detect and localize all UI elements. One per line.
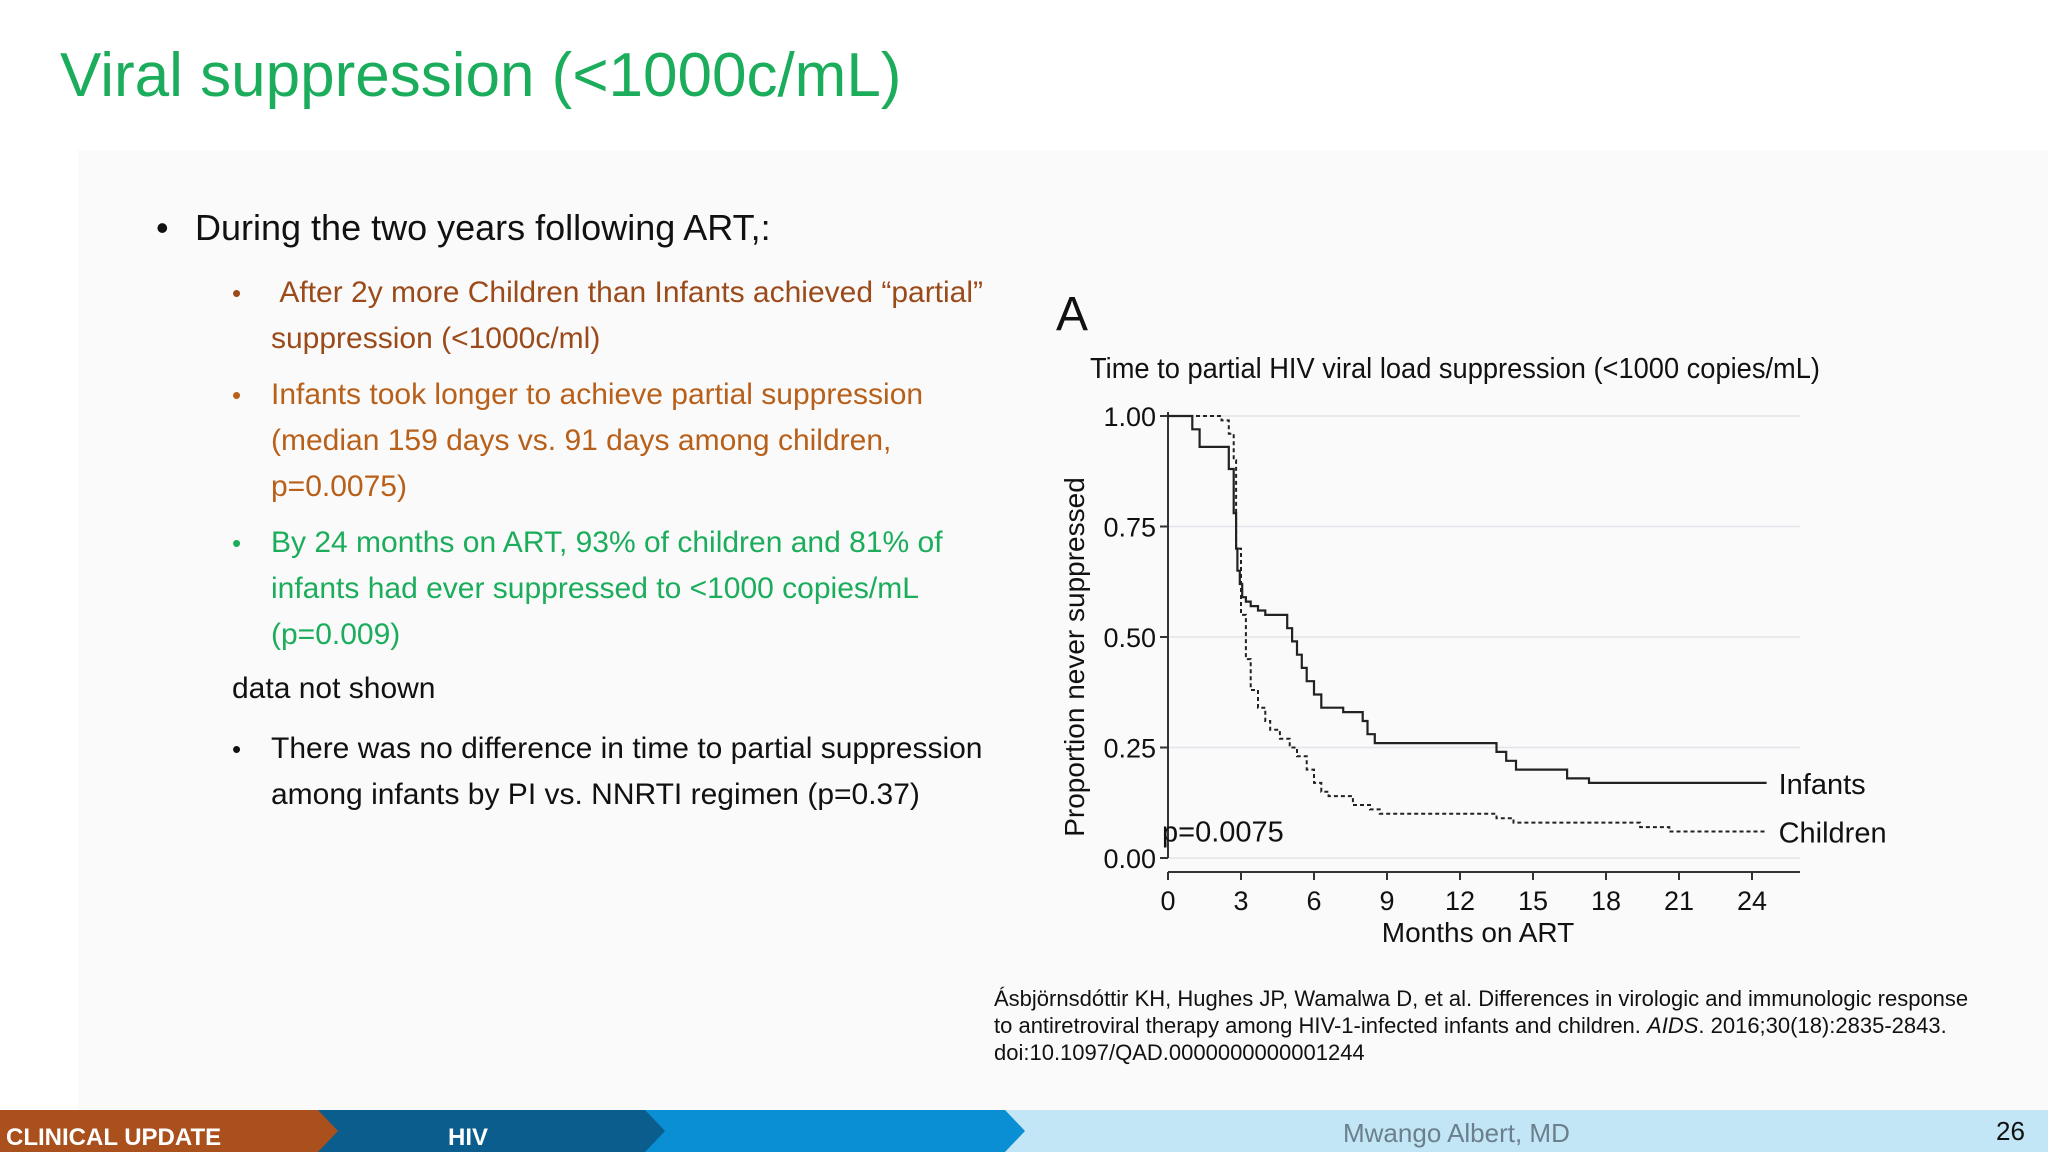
y-tick-label: 0.75	[1103, 513, 1156, 543]
sub-bullet-text: By 24 months on ART, 93% of children and…	[271, 526, 943, 651]
footer-segment-3	[640, 1110, 1025, 1152]
sub-bullet-text: There was no difference in time to parti…	[271, 732, 983, 811]
x-tick-label: 21	[1664, 886, 1694, 916]
citation: Ásbjörnsdóttir KH, Hughes JP, Wamalwa D,…	[994, 985, 1974, 1066]
citation-journal: AIDS	[1647, 1013, 1699, 1038]
x-tick-label: 6	[1306, 886, 1321, 916]
x-tick-label: 0	[1160, 886, 1175, 916]
x-tick-label: 18	[1591, 886, 1621, 916]
citation-prefix: Ásbjörnsdóttir KH, Hughes JP, Wamalwa D,…	[994, 986, 1969, 1038]
x-tick-label: 24	[1737, 886, 1767, 916]
y-tick-label: 0.50	[1103, 623, 1156, 653]
chart-title: Time to partial HIV viral load suppressi…	[1090, 353, 1820, 385]
p-value-annotation: p=0.0075	[1162, 816, 1284, 848]
bullet-dot: •	[232, 278, 242, 308]
footer-segment-1	[0, 1110, 338, 1152]
x-tick-label: 15	[1518, 886, 1548, 916]
x-tick-label: 9	[1379, 886, 1394, 916]
sub-bullet: • After 2y more Children than Infants ac…	[232, 270, 1012, 362]
y-tick-label: 0.00	[1103, 844, 1156, 874]
y-tick-label: 1.00	[1103, 402, 1156, 432]
slide-title: Viral suppression (<1000c/mL)	[60, 41, 902, 110]
page-number: 26	[1996, 1116, 2025, 1146]
citation-suffix: . 2016;30(18):2835-2843. doi:10.1097/QAD…	[994, 1013, 1947, 1065]
panel-label: A	[1056, 290, 1088, 341]
sub-bullet: • There was no difference in time to par…	[232, 726, 1012, 818]
plain-note: data not shown	[232, 672, 436, 705]
sub-bullet-text: After 2y more Children than Infants achi…	[271, 276, 992, 355]
legend-label-infants: Infants	[1779, 769, 1866, 801]
footer-clinical-update: CLINICAL UPDATE	[6, 1124, 222, 1151]
legend-label-children: Children	[1779, 817, 1887, 849]
series-children-line	[1168, 415, 1767, 833]
x-tick-label: 12	[1445, 886, 1475, 916]
footer-author: Mwango Albert, MD	[1343, 1118, 1570, 1148]
km-chart: A Time to partial HIV viral load suppress…	[1040, 288, 1920, 960]
y-tick-label: 0.25	[1103, 734, 1156, 764]
x-tick-label: 3	[1233, 886, 1248, 916]
main-bullet-text: During the two years following ART,:	[195, 207, 771, 248]
slide-background	[78, 150, 2048, 1110]
bullet-dot: •	[156, 207, 169, 248]
sub-bullet: • By 24 months on ART, 93% of children a…	[232, 520, 1012, 658]
sub-bullet: • Infants took longer to achieve partial…	[232, 372, 1012, 510]
y-axis-label: Proportion never suppressed	[1059, 477, 1090, 837]
footer-segment-2	[310, 1110, 665, 1152]
footer-hiv: HIV	[448, 1124, 489, 1151]
footer-shapes	[0, 1110, 2048, 1152]
sub-bullet-text: Infants took longer to achieve partial s…	[271, 378, 924, 503]
bullet-dot: •	[232, 380, 242, 410]
series-infants-line	[1168, 414, 1767, 784]
footer-bar	[0, 1110, 2048, 1152]
x-axis-label: Months on ART	[1382, 917, 1574, 948]
bullet-dot: •	[232, 734, 242, 764]
bullet-dot: •	[232, 528, 242, 558]
